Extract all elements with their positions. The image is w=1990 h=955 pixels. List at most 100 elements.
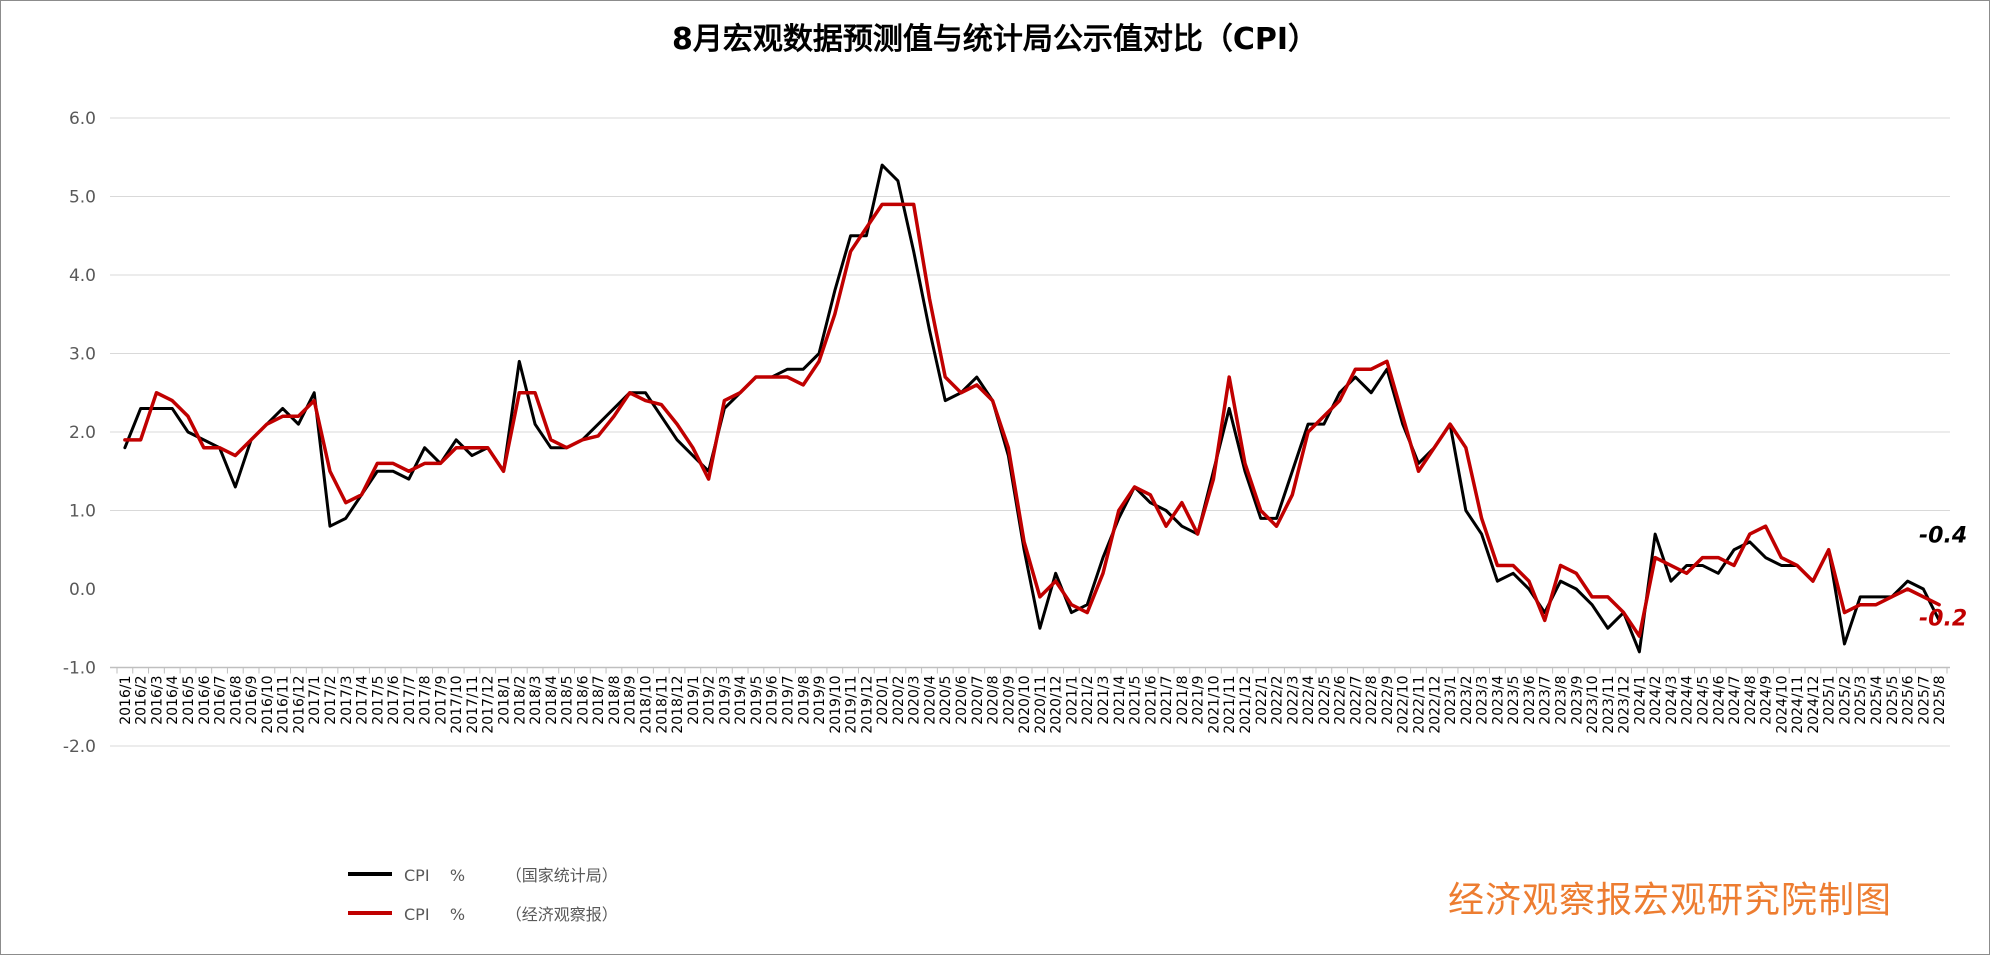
x-tick-label: 2016/12 bbox=[291, 676, 307, 734]
x-tick-label: 2017/8 bbox=[418, 676, 434, 725]
x-tick-label: 2018/1 bbox=[497, 676, 513, 725]
legend-label-nbs: CPI % （国家统计局） bbox=[404, 866, 618, 885]
x-tick-label: 2024/4 bbox=[1680, 675, 1696, 724]
x-tick-label: 2025/6 bbox=[1901, 675, 1917, 724]
x-tick-label: 2016/9 bbox=[244, 676, 260, 725]
x-tick-label: 2021/4 bbox=[1112, 675, 1128, 724]
x-tick-label: 2020/6 bbox=[954, 675, 970, 724]
x-tick-label: 2018/7 bbox=[591, 676, 607, 725]
x-tick-label: 2022/12 bbox=[1427, 676, 1443, 734]
x-tick-label: 2020/4 bbox=[922, 675, 938, 724]
x-tick-label: 2023/11 bbox=[1601, 676, 1617, 734]
x-tick-label: 2025/1 bbox=[1822, 676, 1838, 725]
chart-title: 8月宏观数据预测值与统计局公示值对比（CPI） bbox=[671, 22, 1319, 57]
x-tick-label: 2022/11 bbox=[1412, 676, 1428, 734]
x-tick-label: 2018/4 bbox=[544, 675, 560, 724]
x-tick-label: 2020/7 bbox=[970, 675, 986, 724]
y-tick-label: 5.0 bbox=[69, 188, 96, 208]
y-tick-label: 2.0 bbox=[69, 423, 96, 443]
x-tick-label: 2020/3 bbox=[907, 676, 923, 725]
y-tick-label: 6.0 bbox=[69, 109, 96, 129]
x-tick-label: 2021/9 bbox=[1191, 676, 1207, 725]
end-labels: -0.4 -0.2 bbox=[1919, 523, 1967, 631]
series-lines bbox=[123, 163, 1941, 654]
series-line-nbs bbox=[123, 163, 1941, 654]
x-tick-label: 2019/4 bbox=[733, 675, 749, 724]
x-tick-label: 2019/11 bbox=[844, 676, 860, 734]
y-tick-label: 1.0 bbox=[69, 502, 96, 522]
x-tick-label: 2021/12 bbox=[1238, 676, 1254, 734]
x-tick-label: 2021/2 bbox=[1080, 676, 1096, 725]
x-tick-label: 2018/2 bbox=[512, 676, 528, 725]
x-tick-label: 2020/5 bbox=[938, 676, 954, 725]
x-tick-label: 2018/11 bbox=[654, 676, 670, 734]
x-tick-label: 2019/5 bbox=[749, 676, 765, 725]
x-axis bbox=[110, 666, 1950, 674]
x-tick-label: 2017/3 bbox=[339, 676, 355, 725]
x-tick-label: 2022/2 bbox=[1270, 676, 1286, 725]
x-tick-label: 2024/12 bbox=[1806, 676, 1822, 734]
x-tick-label: 2017/2 bbox=[323, 676, 339, 725]
x-tick-label: 2018/6 bbox=[575, 675, 591, 724]
x-tick-label: 2023/9 bbox=[1569, 676, 1585, 725]
x-tick-label: 2023/8 bbox=[1553, 676, 1569, 725]
x-tick-label: 2017/4 bbox=[355, 675, 371, 724]
x-tick-label: 2023/6 bbox=[1522, 675, 1538, 724]
x-tick-label: 2017/9 bbox=[433, 676, 449, 725]
x-tick-label: 2021/10 bbox=[1206, 676, 1222, 734]
x-tick-label: 2019/8 bbox=[796, 676, 812, 725]
legend-swatch-black bbox=[348, 872, 392, 876]
x-tick-label: 2016/10 bbox=[260, 676, 276, 734]
x-tick-label: 2021/6 bbox=[1143, 675, 1159, 724]
x-tick-label: 2016/2 bbox=[134, 676, 150, 725]
x-tick-label: 2024/2 bbox=[1648, 676, 1664, 725]
legend-label-eeo: CPI % （经济观察报） bbox=[404, 905, 618, 924]
x-tick-label: 2024/3 bbox=[1664, 676, 1680, 725]
x-tick-label: 2024/6 bbox=[1711, 675, 1727, 724]
gridlines bbox=[110, 117, 1950, 747]
x-tick-label: 2021/1 bbox=[1064, 676, 1080, 725]
x-tick-label: 2022/4 bbox=[1301, 675, 1317, 724]
x-tick-label: 2025/3 bbox=[1853, 676, 1869, 725]
x-tick-label: 2019/2 bbox=[702, 676, 718, 725]
x-tick-label: 2017/11 bbox=[465, 676, 481, 734]
x-tick-label: 2022/10 bbox=[1396, 676, 1412, 734]
x-tick-label: 2023/4 bbox=[1490, 675, 1506, 724]
x-tick-label: 2025/4 bbox=[1869, 675, 1885, 724]
x-tick-label: 2024/9 bbox=[1759, 676, 1775, 725]
y-tick-label: -1.0 bbox=[63, 659, 96, 679]
y-axis-ticks: 6.0 5.0 4.0 3.0 2.0 1.0 0.0 -1.0 -2.0 bbox=[63, 109, 96, 757]
x-tick-label: 2020/10 bbox=[1017, 676, 1033, 734]
x-tick-label: 2023/12 bbox=[1617, 676, 1633, 734]
x-tick-label: 2020/11 bbox=[1033, 676, 1049, 734]
x-tick-label: 2020/9 bbox=[1001, 676, 1017, 725]
x-tick-label: 2025/8 bbox=[1932, 676, 1948, 725]
x-tick-label: 2024/11 bbox=[1790, 676, 1806, 734]
x-tick-label: 2023/5 bbox=[1506, 676, 1522, 725]
x-tick-label: 2019/7 bbox=[780, 676, 796, 725]
x-tick-label: 2018/10 bbox=[638, 676, 654, 734]
x-tick-label: 2024/10 bbox=[1774, 676, 1790, 734]
x-tick-label: 2017/10 bbox=[449, 676, 465, 734]
x-tick-label: 2019/12 bbox=[859, 676, 875, 734]
x-tick-label: 2018/3 bbox=[528, 676, 544, 725]
x-tick-label: 2018/5 bbox=[560, 676, 576, 725]
x-tick-label: 2022/8 bbox=[1364, 676, 1380, 725]
x-tick-label: 2022/1 bbox=[1254, 676, 1270, 725]
x-tick-label: 2020/12 bbox=[1049, 676, 1065, 734]
credit-text: 经济观察报宏观研究院制图 bbox=[1447, 880, 1892, 921]
x-tick-label: 2018/12 bbox=[670, 676, 686, 734]
x-tick-label: 2022/9 bbox=[1380, 676, 1396, 725]
x-tick-label: 2020/2 bbox=[891, 676, 907, 725]
y-tick-label: -2.0 bbox=[63, 737, 96, 757]
x-tick-label: 2023/3 bbox=[1475, 676, 1491, 725]
x-tick-label: 2016/5 bbox=[181, 676, 197, 725]
x-tick-label: 2023/10 bbox=[1585, 676, 1601, 734]
x-tick-label: 2021/11 bbox=[1222, 676, 1238, 734]
legend-swatch-red bbox=[348, 911, 392, 915]
x-tick-label: 2016/4 bbox=[165, 675, 181, 724]
x-tick-label: 2022/6 bbox=[1333, 675, 1349, 724]
y-tick-label: 3.0 bbox=[69, 345, 96, 365]
x-tick-label: 2025/5 bbox=[1885, 676, 1901, 725]
